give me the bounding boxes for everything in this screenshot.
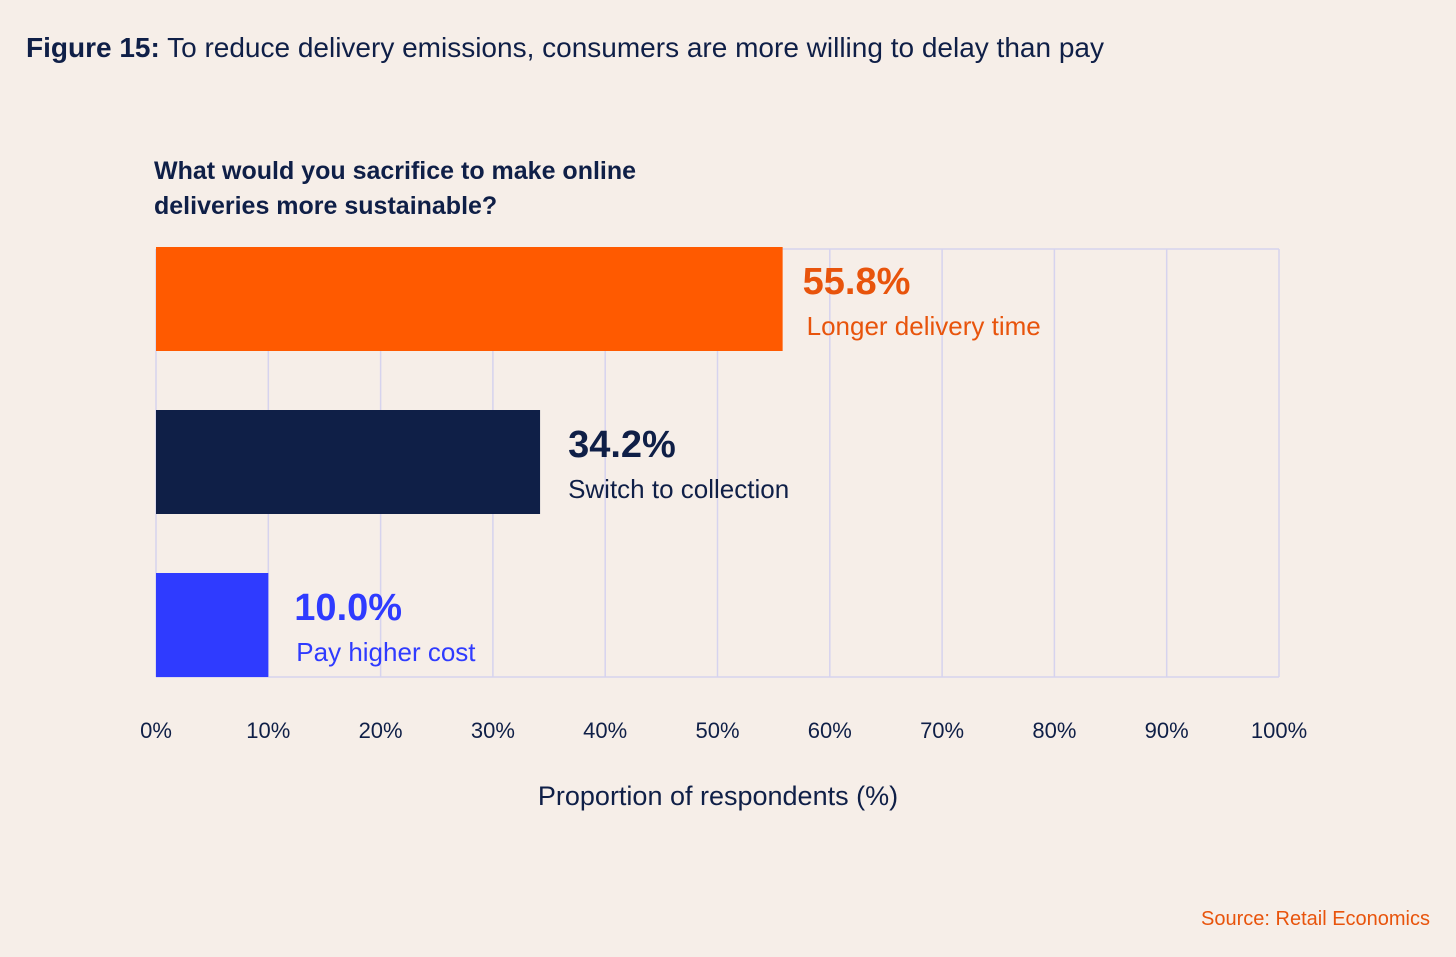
x-tick-label-80: 80% (1032, 718, 1076, 743)
bar-2 (156, 410, 541, 514)
x-tick-label-70: 70% (920, 718, 964, 743)
category-label-3: Pay higher cost (296, 637, 476, 667)
bars (156, 247, 783, 677)
x-tick-label-40: 40% (583, 718, 627, 743)
x-axis-title: Proportion of respondents (%) (537, 781, 899, 811)
category-label-2: Switch to collection (568, 474, 789, 504)
value-label-2: 34.2% (568, 424, 676, 466)
figure-label: Figure 15: (26, 32, 160, 63)
chart-title: What would you sacrifice to make online … (154, 157, 637, 220)
x-tick-label-90: 90% (1145, 718, 1189, 743)
figure-title-text: To reduce delivery emissions, consumers … (159, 32, 1104, 63)
figure-title: Figure 15: To reduce delivery emissions,… (26, 30, 1104, 66)
bar-1 (156, 247, 783, 351)
x-tick-label-30: 30% (471, 718, 515, 743)
x-tick-label-50: 50% (695, 718, 739, 743)
x-axis-ticks: 0% 10% 20% 30% 40% 50% 60% 70% 80% 90% 100% (140, 718, 1307, 743)
value-label-3: 10.0% (294, 587, 402, 629)
bar-labels: 55.8% Longer delivery time 34.2% Switch to … (294, 261, 1040, 667)
value-label-1: 55.8% (803, 261, 911, 303)
x-tick-label-100: 100% (1251, 718, 1307, 743)
x-tick-label-10: 10% (246, 718, 290, 743)
x-tick-label-0: 0% (140, 718, 172, 743)
bar-3 (156, 573, 269, 677)
category-label-1: Longer delivery time (807, 311, 1041, 341)
x-tick-label-60: 60% (808, 718, 852, 743)
source-note: Source: Retail Economics (1201, 908, 1430, 930)
x-tick-label-20: 20% (359, 718, 403, 743)
